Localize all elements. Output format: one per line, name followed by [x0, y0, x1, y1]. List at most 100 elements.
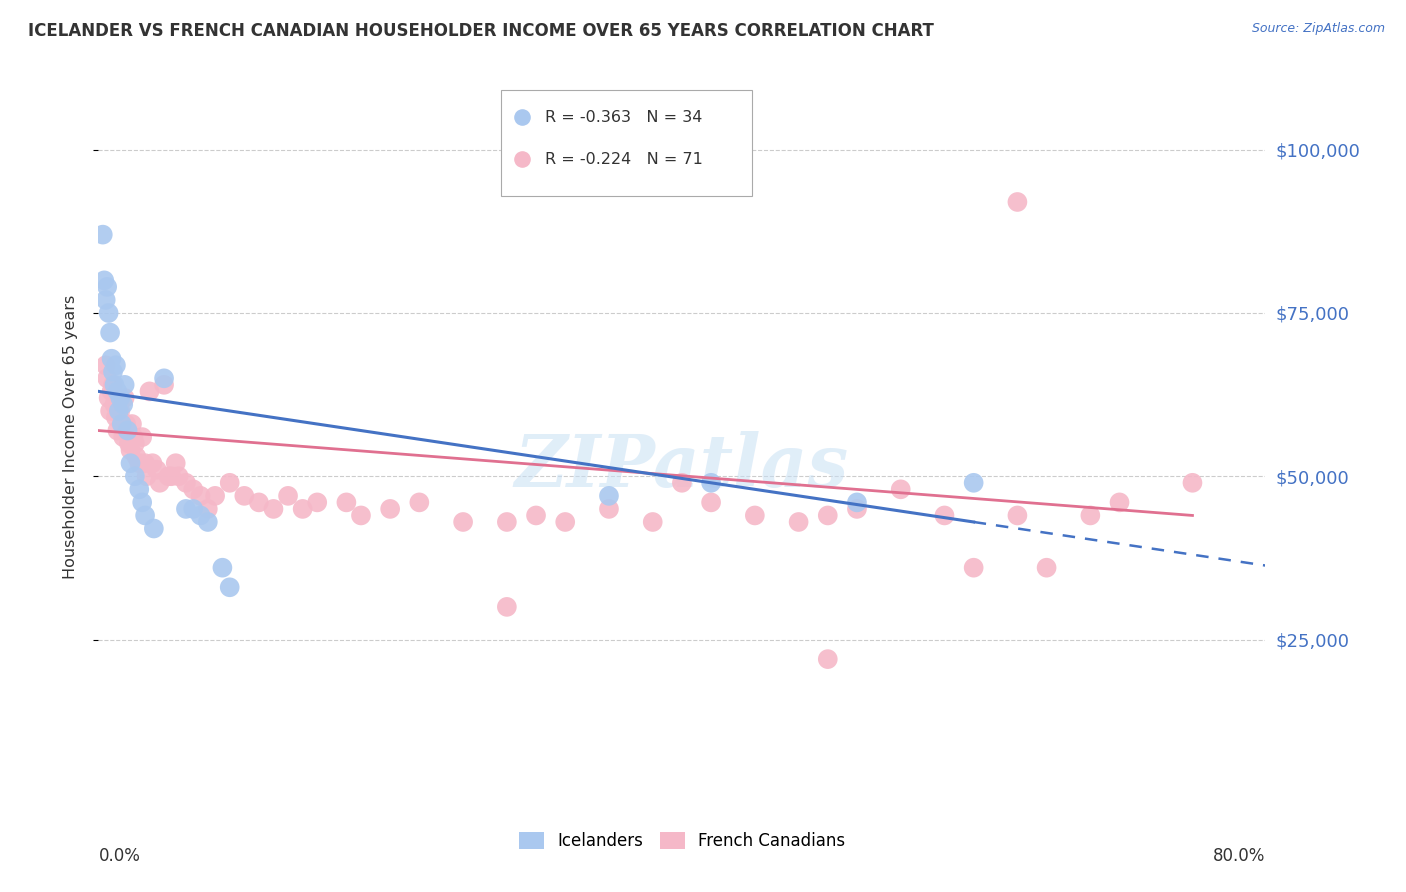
Point — [1007, 194, 1029, 209]
Point — [100, 351, 122, 366]
Point — [617, 796, 640, 810]
Point — [124, 469, 146, 483]
Point — [197, 502, 219, 516]
Point — [105, 384, 128, 399]
Point — [128, 456, 150, 470]
Point — [307, 495, 329, 509]
Point — [496, 515, 519, 529]
Point — [108, 397, 131, 411]
Point — [1181, 475, 1204, 490]
Point — [181, 483, 204, 497]
Point — [787, 515, 810, 529]
Point — [496, 599, 519, 614]
Point — [617, 796, 640, 810]
Point — [142, 521, 165, 535]
Point — [110, 391, 132, 405]
Point — [104, 410, 127, 425]
Point — [277, 489, 299, 503]
Point — [174, 475, 197, 490]
Point — [120, 443, 142, 458]
Point — [181, 502, 204, 516]
Point — [335, 495, 357, 509]
Point — [118, 436, 141, 450]
Point — [134, 508, 156, 523]
Point — [598, 502, 620, 516]
Point — [98, 404, 121, 418]
Point — [111, 417, 134, 431]
Point — [153, 377, 176, 392]
Point — [197, 515, 219, 529]
Y-axis label: Householder Income Over 65 years: Householder Income Over 65 years — [63, 295, 77, 579]
Point — [817, 652, 839, 666]
Point — [98, 326, 121, 340]
Point — [962, 560, 984, 574]
Point — [160, 469, 183, 483]
Point — [131, 495, 153, 509]
Point — [146, 463, 169, 477]
Point — [291, 502, 314, 516]
Text: ICELANDER VS FRENCH CANADIAN HOUSEHOLDER INCOME OVER 65 YEARS CORRELATION CHART: ICELANDER VS FRENCH CANADIAN HOUSEHOLDER… — [28, 22, 934, 40]
Point — [846, 502, 869, 516]
Point — [124, 436, 146, 450]
Bar — [501, 90, 752, 195]
Point — [122, 430, 145, 444]
Point — [131, 430, 153, 444]
Point — [204, 489, 226, 503]
Point — [97, 391, 120, 405]
Point — [744, 508, 766, 523]
Point — [262, 502, 284, 516]
Point — [165, 456, 187, 470]
Point — [247, 495, 270, 509]
Point — [121, 417, 143, 431]
Point — [671, 475, 693, 490]
Point — [110, 404, 132, 418]
Point — [103, 377, 125, 392]
Point — [134, 456, 156, 470]
Point — [598, 489, 620, 503]
Point — [451, 515, 474, 529]
Point — [149, 475, 172, 490]
Point — [128, 483, 150, 497]
Point — [94, 293, 117, 307]
Point — [153, 371, 176, 385]
Point — [141, 456, 163, 470]
Point — [174, 502, 197, 516]
Point — [125, 450, 148, 464]
Point — [233, 489, 256, 503]
Point — [1007, 508, 1029, 523]
Point — [103, 397, 125, 411]
Point — [218, 475, 240, 490]
Point — [100, 384, 122, 399]
Point — [135, 469, 157, 483]
Point — [101, 377, 124, 392]
Point — [1108, 495, 1130, 509]
Text: R = -0.224   N = 71: R = -0.224 N = 71 — [546, 152, 703, 167]
Point — [962, 475, 984, 490]
Point — [817, 508, 839, 523]
Point — [1035, 560, 1057, 574]
Point — [111, 417, 134, 431]
Point — [218, 580, 240, 594]
Point — [138, 384, 160, 399]
Legend: Icelanders, French Canadians: Icelanders, French Canadians — [512, 825, 852, 856]
Point — [1080, 508, 1102, 523]
Point — [108, 404, 131, 418]
Point — [112, 397, 135, 411]
Text: 0.0%: 0.0% — [98, 847, 141, 864]
Text: Source: ZipAtlas.com: Source: ZipAtlas.com — [1251, 22, 1385, 36]
Point — [104, 358, 127, 372]
Point — [96, 371, 118, 385]
Point — [112, 430, 135, 444]
Point — [157, 469, 180, 483]
Point — [105, 424, 128, 438]
Point — [91, 227, 114, 242]
Point — [96, 280, 118, 294]
Point — [167, 469, 190, 483]
Text: 80.0%: 80.0% — [1213, 847, 1265, 864]
Text: R = -0.363   N = 34: R = -0.363 N = 34 — [546, 110, 703, 125]
Point — [408, 495, 430, 509]
Point — [350, 508, 373, 523]
Point — [190, 489, 212, 503]
Point — [700, 495, 723, 509]
Point — [93, 273, 115, 287]
